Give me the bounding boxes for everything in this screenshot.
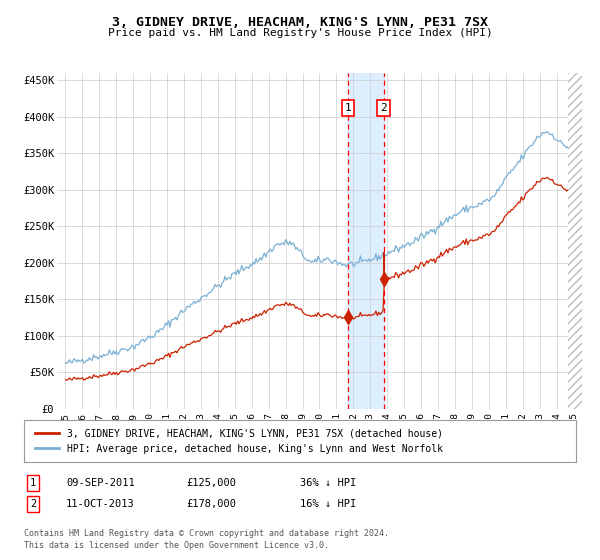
Text: 09-SEP-2011: 09-SEP-2011 bbox=[66, 478, 135, 488]
Text: Contains HM Land Registry data © Crown copyright and database right 2024.: Contains HM Land Registry data © Crown c… bbox=[24, 529, 389, 538]
Text: 1: 1 bbox=[30, 478, 36, 488]
Text: 36% ↓ HPI: 36% ↓ HPI bbox=[300, 478, 356, 488]
Text: This data is licensed under the Open Government Licence v3.0.: This data is licensed under the Open Gov… bbox=[24, 541, 329, 550]
Text: £125,000: £125,000 bbox=[186, 478, 236, 488]
Text: 16% ↓ HPI: 16% ↓ HPI bbox=[300, 499, 356, 509]
Bar bbox=[568, 73, 582, 409]
Text: 1: 1 bbox=[345, 103, 352, 113]
Legend: 3, GIDNEY DRIVE, HEACHAM, KING'S LYNN, PE31 7SX (detached house), HPI: Average p: 3, GIDNEY DRIVE, HEACHAM, KING'S LYNN, P… bbox=[29, 422, 449, 460]
Text: Price paid vs. HM Land Registry's House Price Index (HPI): Price paid vs. HM Land Registry's House … bbox=[107, 28, 493, 38]
Text: £178,000: £178,000 bbox=[186, 499, 236, 509]
Text: 3, GIDNEY DRIVE, HEACHAM, KING'S LYNN, PE31 7SX: 3, GIDNEY DRIVE, HEACHAM, KING'S LYNN, P… bbox=[112, 16, 488, 29]
Bar bbox=[348, 73, 383, 409]
Text: 2: 2 bbox=[30, 499, 36, 509]
Text: 2: 2 bbox=[380, 103, 387, 113]
Text: 11-OCT-2013: 11-OCT-2013 bbox=[66, 499, 135, 509]
